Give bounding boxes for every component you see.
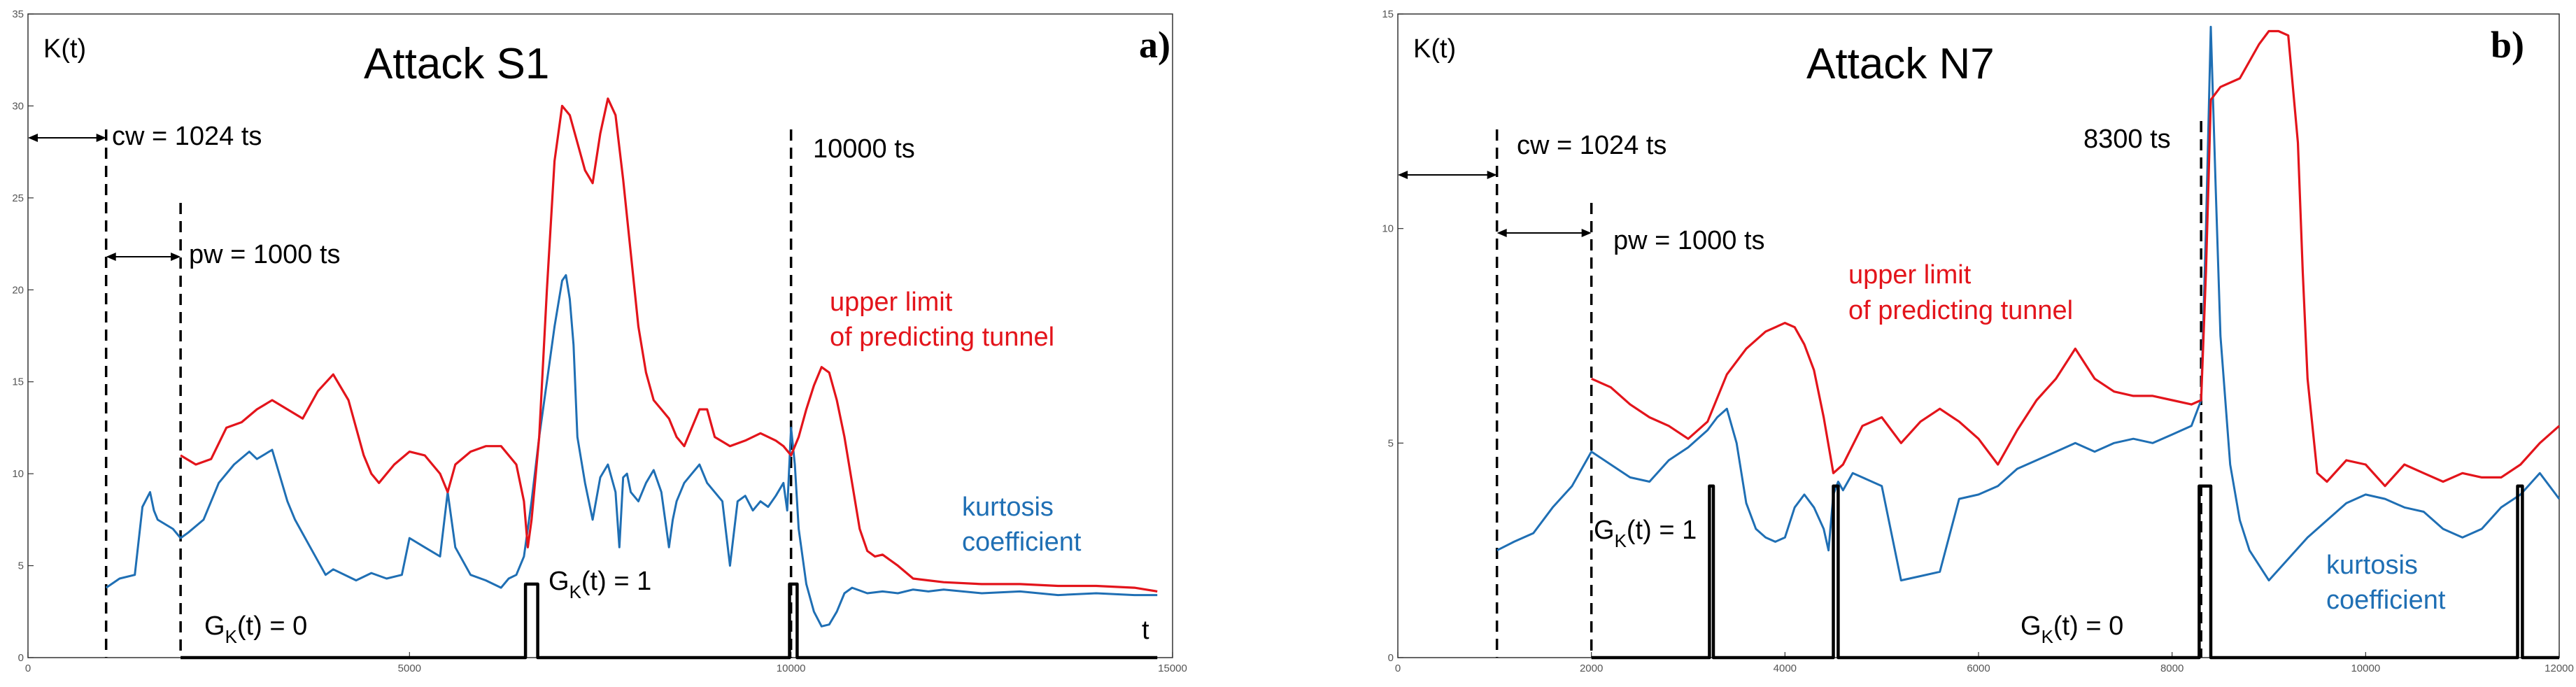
chart-a-ytick-label: 30 — [12, 100, 24, 112]
chart-a-plot-area: 0 5 10 15 20 25 30 35 0 5000 10000 15000 — [12, 8, 1187, 674]
chart-a-kurtosis-line — [105, 274, 1158, 628]
chart-b-pw-label: pw = 1000 ts — [1613, 226, 1765, 255]
chart-b-xtick-label: 10000 — [2351, 663, 2380, 674]
chart-b-title: Attack N7 — [1806, 40, 1995, 88]
chart-a-gk0-label: GK(t) = 0 — [204, 611, 307, 647]
chart-a-ytick-label: 10 — [12, 468, 24, 480]
chart-b-xtick-label: 2000 — [1580, 663, 1603, 674]
chart-b-upper-limit-label-2: of predicting tunnel — [1848, 296, 2073, 325]
chart-b-cw-arrow — [1398, 171, 1497, 179]
chart-b-xtick-label: 0 — [1395, 663, 1401, 674]
chart-b-kurtosis-line — [1496, 25, 2561, 582]
chart-a-ytick-label: 0 — [18, 652, 24, 664]
chart-a-pw-label: pw = 1000 ts — [189, 240, 341, 269]
chart-b-gk-step-line — [1591, 484, 2559, 660]
chart-a-xtick-label: 10000 — [777, 663, 806, 674]
chart-a-xtick-label: 5000 — [398, 663, 421, 674]
chart-b-pw-arrow — [1496, 229, 1592, 237]
chart-a-gk-step-line — [181, 582, 1158, 660]
chart-a-ytick-label: 35 — [12, 8, 24, 20]
chart-b-gk0-label: GK(t) = 0 — [2021, 611, 2123, 647]
chart-a-kurtosis-label-1: kurtosis — [962, 493, 1054, 522]
chart-a-title: Attack S1 — [364, 40, 549, 88]
chart-a-event-label: 10000 ts — [813, 134, 915, 164]
chart-a-kurtosis-label-2: coefficient — [962, 527, 1082, 557]
chart-b-xtick-label: 12000 — [2545, 663, 2574, 674]
chart-b-ytick-label: 0 — [1388, 652, 1394, 664]
chart-a-upper-limit-line — [180, 97, 1158, 593]
chart-a-cw-arrow — [28, 134, 106, 142]
chart-b-xtick-label: 8000 — [2160, 663, 2184, 674]
chart-b-plot-area: 0 5 10 15 0 2000 4000 6000 8000 10000 12000 — [1382, 8, 2574, 674]
chart-a-xtick-label: 0 — [25, 663, 31, 674]
chart-a-xtick-label: 15000 — [1158, 663, 1187, 674]
chart-a-pw-arrow — [106, 253, 181, 261]
chart-b-gk1-label: GK(t) = 1 — [1594, 516, 1697, 551]
chart-b-kurtosis-label-2: coefficient — [2326, 586, 2446, 615]
chart-panel-a: 0 5 10 15 20 25 30 35 0 5000 10000 15000 a) Attack … — [12, 8, 1187, 674]
chart-b-event-label: 8300 ts — [2083, 125, 2171, 154]
chart-b-ylabel: K(t) — [1413, 34, 1456, 64]
chart-a-upper-limit-label-2: of predicting tunnel — [830, 323, 1054, 352]
chart-b-kurtosis-label-1: kurtosis — [2326, 551, 2418, 580]
chart-a-xlabel: t — [1142, 616, 1149, 645]
chart-b-upper-limit-line — [1591, 29, 2561, 488]
chart-a-cw-label: cw = 1024 ts — [112, 122, 262, 151]
chart-a-ytick-label: 25 — [12, 192, 24, 204]
chart-b-ytick-label: 10 — [1382, 223, 1394, 235]
chart-b-upper-limit-label-1: upper limit — [1848, 260, 1972, 290]
chart-panel-b: 0 5 10 15 0 2000 4000 6000 8000 10000 12000 b) Att… — [1382, 8, 2574, 674]
chart-b-panel-label: b) — [2491, 24, 2524, 66]
chart-b-ytick-label: 5 — [1388, 437, 1394, 449]
chart-a-ytick-label: 15 — [12, 376, 24, 388]
chart-a-ytick-label: 20 — [12, 284, 24, 296]
chart-a-ylabel: K(t) — [43, 34, 86, 64]
chart-a-upper-limit-label-1: upper limit — [830, 288, 953, 317]
chart-b-ytick-label: 15 — [1382, 8, 1394, 20]
chart-b-xtick-label: 6000 — [1967, 663, 1990, 674]
chart-a-ytick-label: 5 — [18, 560, 24, 572]
chart-b-xtick-label: 4000 — [1774, 663, 1797, 674]
chart-b-cw-label: cw = 1024 ts — [1517, 131, 1666, 160]
chart-a-gk1-label: GK(t) = 1 — [549, 567, 651, 602]
chart-a-panel-label: a) — [1139, 24, 1170, 66]
